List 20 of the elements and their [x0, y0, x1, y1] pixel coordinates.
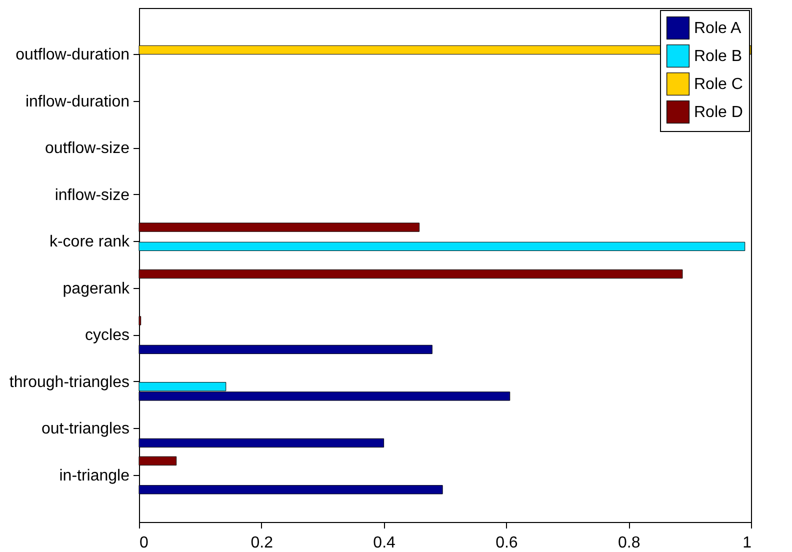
- x-tick-label: 0: [140, 534, 148, 552]
- y-tick-label: outflow-size: [45, 140, 130, 158]
- x-tick-label: 0.2: [250, 534, 274, 552]
- y-tick-label: outflow-duration: [16, 46, 130, 64]
- legend-label: Role B: [694, 48, 742, 65]
- x-tick-label: 0.4: [373, 534, 396, 552]
- x-tick-label: 0.8: [618, 534, 640, 552]
- legend-label: Role C: [694, 76, 743, 93]
- y-tick-label: out-triangles: [41, 420, 130, 438]
- y-tick-label: pagerank: [62, 280, 130, 298]
- legend-label: Role D: [694, 104, 743, 121]
- y-tick-label: in-triangle: [59, 467, 130, 484]
- y-tick-label: cycles: [85, 327, 130, 344]
- y-tick-label: k-core rank: [49, 234, 130, 251]
- legend-label: Role A: [694, 20, 742, 37]
- y-tick-label: inflow-size: [54, 186, 130, 204]
- y-tick-label: through-triangles: [9, 374, 130, 391]
- x-tick-label: 1: [742, 534, 752, 552]
- x-tick-label: 0.6: [496, 534, 518, 552]
- y-tick-label: inflow-duration: [25, 93, 130, 110]
